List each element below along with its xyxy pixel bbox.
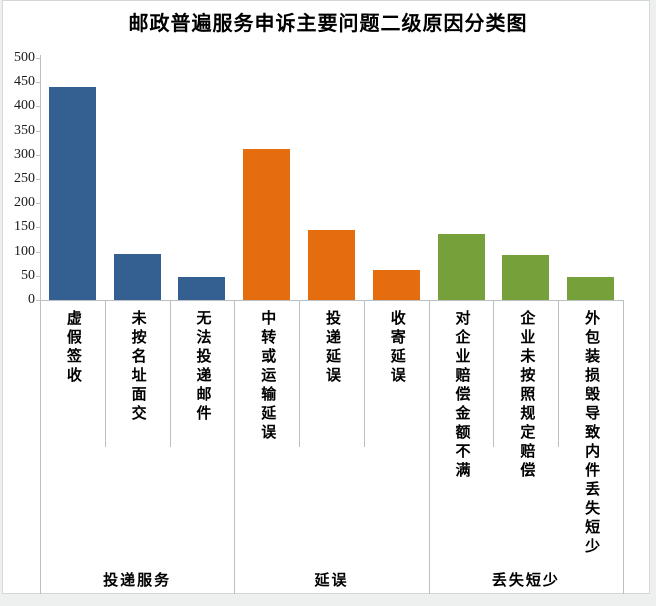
y-axis-tick-label: 300 <box>14 146 35 162</box>
category-label: 中转或运输延误 <box>259 310 276 443</box>
y-axis-tick <box>36 203 40 205</box>
category-label: 对企业赔偿金额不满 <box>453 310 470 481</box>
y-axis-tick-label: 250 <box>14 171 35 186</box>
category-label: 企业未按照规定赔偿 <box>518 310 535 481</box>
bar <box>243 149 291 300</box>
y-axis-tick <box>36 179 40 180</box>
bar <box>502 255 550 300</box>
y-axis-tick-label: 500 <box>14 50 35 65</box>
y-axis-tick-label: 400 <box>14 98 35 114</box>
bar <box>113 254 161 300</box>
y-axis-tick-label: 100 <box>14 243 35 259</box>
bar <box>372 270 420 300</box>
y-axis-line <box>40 55 41 300</box>
bar <box>48 87 96 300</box>
category-label: 外包装损毁导致内件丢失短少 <box>583 310 600 557</box>
y-axis-tick <box>36 154 40 156</box>
category-label: 投递延误 <box>324 310 340 386</box>
group-divider <box>428 300 430 594</box>
group-label: 投递服务 <box>103 573 172 589</box>
category-divider <box>493 300 495 447</box>
y-axis-tick-label: 50 <box>21 267 35 283</box>
group-label: 丢失短少 <box>491 573 560 589</box>
y-axis-tick <box>36 227 40 229</box>
category-divider <box>558 300 560 447</box>
category-divider <box>104 300 106 447</box>
y-axis-tick-label: 200 <box>14 195 35 211</box>
group-divider <box>623 300 624 594</box>
y-axis-tick <box>36 82 40 84</box>
bar <box>178 277 226 300</box>
y-axis-tick-label: 450 <box>14 74 35 90</box>
category-divider <box>169 300 171 447</box>
y-axis-tick <box>36 106 40 108</box>
y-axis-tick <box>36 251 40 253</box>
bar <box>437 234 485 300</box>
y-axis-tick <box>36 300 40 301</box>
group-divider <box>40 300 41 594</box>
group-label: 延误 <box>314 573 349 589</box>
category-divider <box>299 300 301 447</box>
y-axis-tick-label: 0 <box>28 292 35 307</box>
bar <box>567 277 615 300</box>
category-divider <box>363 300 365 447</box>
bar <box>308 230 355 300</box>
y-axis-tick <box>36 275 40 277</box>
y-axis-tick <box>36 58 40 59</box>
category-label: 收寄延误 <box>388 310 405 386</box>
group-divider <box>234 300 236 594</box>
chart-title: 邮政普遍服务申诉主要问题二级原因分类图 <box>128 13 528 35</box>
y-axis-tick-label: 350 <box>14 122 35 138</box>
category-label: 无法投递邮件 <box>194 310 211 424</box>
y-axis-tick-label: 150 <box>14 219 35 235</box>
y-axis-tick <box>36 130 40 132</box>
category-label: 未按名址面交 <box>129 310 146 424</box>
x-axis-line <box>40 300 624 301</box>
category-label: 虚假签收 <box>64 310 81 386</box>
